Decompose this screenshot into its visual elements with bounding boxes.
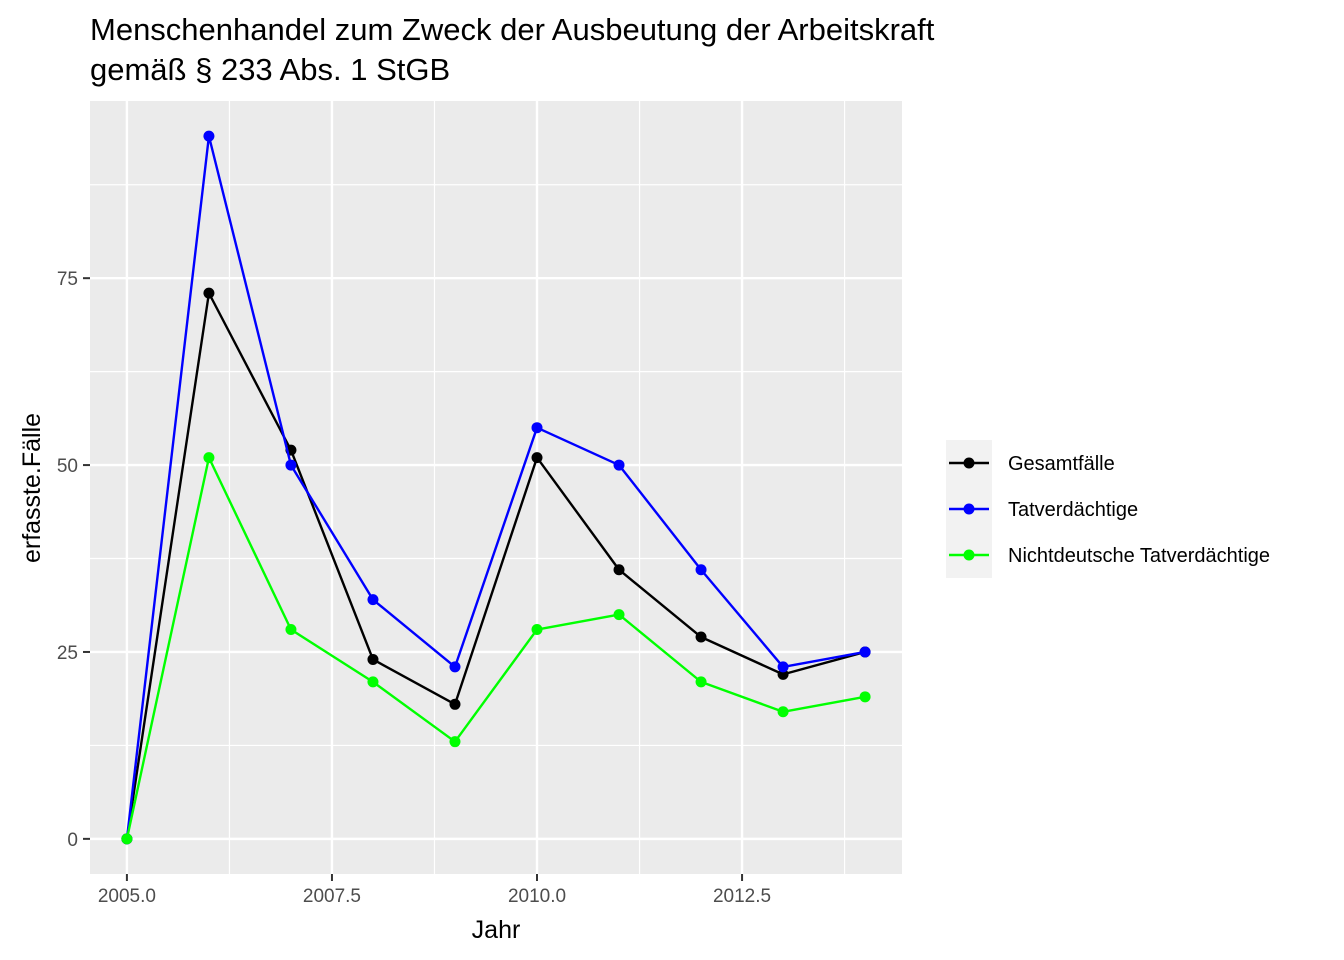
data-point — [695, 676, 707, 688]
series-3 — [121, 452, 871, 845]
data-point — [449, 736, 461, 748]
series-line — [125, 291, 866, 840]
data-point — [613, 609, 625, 621]
legend-key-point — [963, 457, 975, 469]
legend-key-point — [963, 549, 975, 561]
chart-title-line1: Menschenhandel zum Zweck der Ausbeutung … — [90, 12, 935, 47]
data-point — [531, 422, 543, 434]
data-point — [695, 631, 707, 643]
legend-item: Tatverdächtige — [949, 499, 1138, 521]
data-point — [367, 653, 379, 665]
legend: Gesamtfälle Tatverdächtige Nichtdeutsche T… — [946, 440, 1270, 578]
x-tick-label: 2010.0 — [508, 886, 566, 907]
data-point — [449, 698, 461, 710]
x-axis-title: Jahr — [472, 916, 521, 944]
data-point — [203, 452, 215, 464]
legend-item: Nichtdeutsche Tatverdächtige — [949, 545, 1270, 567]
data-point — [859, 646, 871, 658]
legend-label: Gesamtfälle — [1008, 453, 1115, 475]
x-tick-label: 2012.5 — [713, 886, 771, 907]
data-point — [777, 661, 789, 673]
x-tick-label: 2007.5 — [303, 886, 361, 907]
data-point — [449, 661, 461, 673]
data-point — [203, 130, 215, 142]
data-point — [777, 706, 789, 718]
minor-gridlines — [90, 101, 902, 874]
data-point — [531, 452, 543, 464]
legend-key-point — [963, 503, 975, 515]
y-tick-label: 75 — [57, 269, 78, 290]
data-point — [367, 676, 379, 688]
series-layer — [121, 130, 871, 845]
series-line — [125, 456, 866, 840]
y-tick-label: 25 — [57, 643, 78, 664]
data-point — [285, 459, 297, 471]
data-point — [531, 624, 543, 636]
data-point — [613, 564, 625, 576]
series-line — [125, 134, 866, 840]
data-point — [203, 287, 215, 299]
chart-title-line2: gemäß § 233 Abs. 1 StGB — [90, 52, 450, 87]
legend-label: Nichtdeutsche Tatverdächtige — [1008, 545, 1270, 567]
y-axis-title: erfasste.Fälle — [18, 413, 46, 563]
y-axis: 0 25 50 75 — [57, 269, 90, 851]
data-point — [859, 691, 871, 703]
y-tick-label: 0 — [67, 830, 78, 851]
x-axis: 2005.0 2007.5 2010.0 2012.5 — [98, 874, 771, 907]
series-2 — [121, 130, 871, 845]
data-point — [695, 564, 707, 576]
x-tick-label: 2005.0 — [98, 886, 156, 907]
plot-panel — [90, 101, 902, 874]
data-point — [121, 833, 133, 845]
data-point — [285, 624, 297, 636]
data-point — [367, 594, 379, 606]
data-point — [613, 459, 625, 471]
major-gridlines — [90, 101, 902, 874]
y-tick-label: 50 — [57, 456, 78, 477]
legend-item: Gesamtfälle — [949, 453, 1115, 475]
legend-label: Tatverdächtige — [1008, 499, 1138, 521]
